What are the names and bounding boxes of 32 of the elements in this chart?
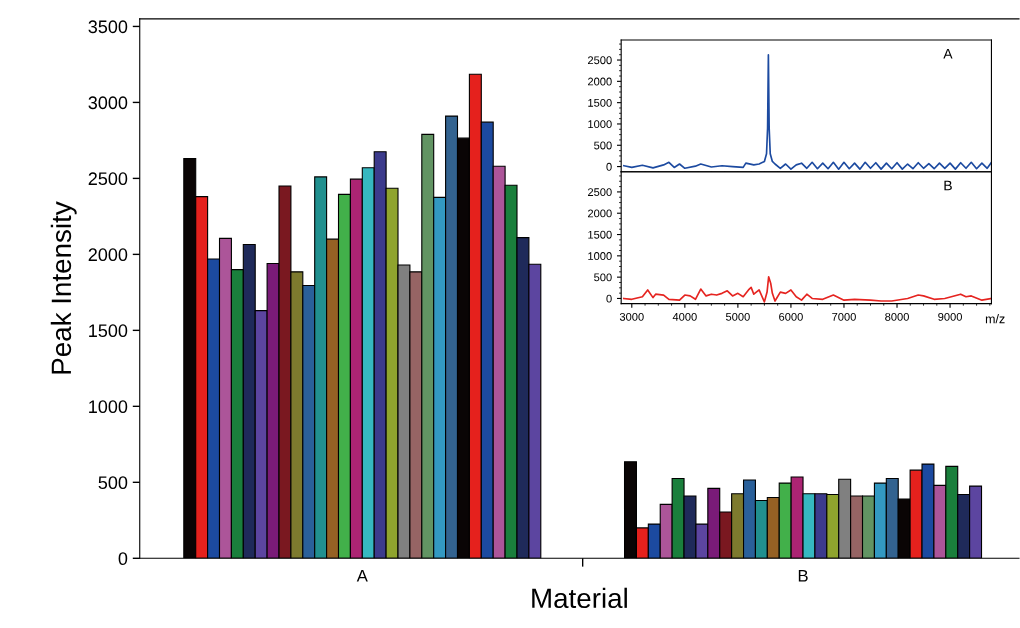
y-tick-label: 1500 [588, 230, 612, 239]
x-tick-label: 4000 [672, 312, 697, 321]
annotation: B [944, 180, 952, 191]
y-axis-title: Peak Intensity [50, 201, 77, 374]
y-tick-label: 3500 [88, 20, 128, 34]
y-tick-label: 1000 [588, 252, 612, 260]
y-tick-label: 2000 [588, 209, 612, 218]
y-tick-label: 500 [594, 273, 612, 282]
y-tick-label: 2500 [588, 188, 612, 197]
y-tick-label: 1000 [588, 120, 612, 129]
y-tick-label: 3000 [88, 96, 128, 110]
x-tick-label: 5000 [725, 312, 750, 321]
y-tick-label: 0 [118, 552, 128, 566]
y-tick-label: 2000 [88, 248, 128, 262]
y-tick-label: 1500 [89, 324, 128, 338]
annotation: A [943, 48, 953, 59]
x-tick-label: 6000 [779, 312, 803, 321]
y-tick-label: 0 [606, 162, 612, 171]
x-tick-label: 9000 [938, 312, 962, 321]
x-tick-label: 3000 [619, 312, 644, 321]
y-tick-label: 0 [606, 294, 612, 303]
y-tick-label: 1000 [89, 400, 128, 414]
y-tick-label: 500 [594, 141, 612, 150]
x-tick-label: 8000 [885, 312, 909, 321]
y-tick-label: 2000 [588, 77, 612, 86]
y-tick-label: 500 [98, 476, 128, 490]
y-tick-label: 1500 [588, 98, 612, 107]
y-tick-label: 2500 [88, 172, 128, 186]
x-axis-title: Material [532, 587, 627, 609]
x-axis-title: m/z [985, 314, 1005, 324]
y-tick-label: 2500 [588, 56, 612, 65]
x-tick-label: 7000 [832, 312, 856, 321]
